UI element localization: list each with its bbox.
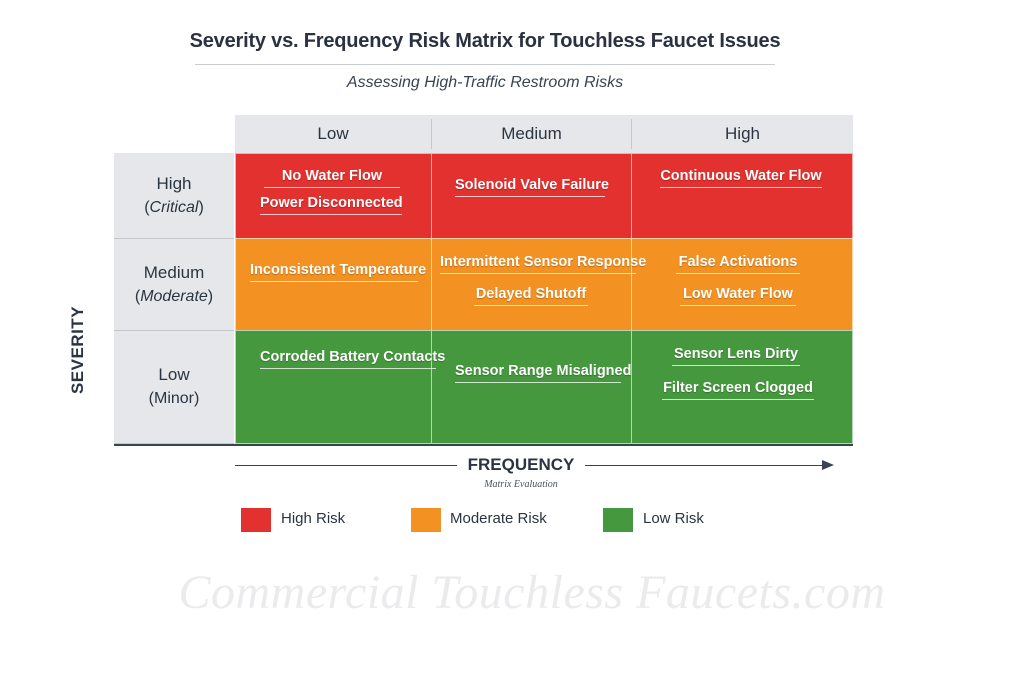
legend-label-low-risk: Low Risk — [643, 510, 704, 527]
legend-label-moderate-risk: Moderate Risk — [450, 510, 547, 527]
row-header-high: High (Critical) — [114, 153, 234, 239]
cell-medium-severity-medium-frequency — [431, 238, 632, 331]
row-header-label: Medium — [143, 262, 205, 282]
row-header-label: Low — [158, 365, 190, 384]
frequency-axis-label: FREQUENCY — [467, 455, 575, 474]
legend-swatch-high-risk — [241, 508, 271, 532]
issue-label: Delayed Shutoff — [474, 286, 588, 306]
legend-swatch-moderate-risk — [411, 508, 441, 532]
issue-label: Continuous Water Flow — [660, 168, 822, 188]
row-header-sublabel: (Moderate) — [134, 287, 214, 305]
legend-label-high-risk: High Risk — [281, 510, 346, 527]
issue-label: Sensor Range Misaligned — [455, 363, 631, 383]
cell-low-severity-low-frequency — [235, 330, 432, 444]
column-separator — [431, 119, 432, 149]
issue-label: Power Disconnected — [260, 195, 403, 215]
issue-label: Solenoid Valve Failure — [455, 177, 609, 197]
column-header-high: High — [725, 124, 760, 143]
column-separator — [631, 119, 632, 149]
legend-swatch-low-risk — [603, 508, 633, 532]
column-header-medium: Medium — [501, 124, 562, 143]
frequency-axis-line — [235, 465, 457, 466]
issue-label: Filter Screen Clogged — [662, 380, 814, 400]
column-header-bar — [235, 115, 853, 153]
watermark: Commercial Touchless Faucets.com — [178, 566, 886, 619]
issue-label: False Activations — [676, 254, 800, 274]
column-header-low: Low — [317, 124, 349, 143]
row-header-low: Low (Minor) — [114, 331, 234, 444]
cell-high-severity-high-frequency — [631, 153, 853, 239]
issue-label: Intermittent Sensor Response — [440, 254, 646, 274]
issue-label: Sensor Lens Dirty — [672, 346, 800, 366]
matrix-baseline — [114, 444, 853, 446]
frequency-axis-sublabel: Matrix Evaluation — [484, 479, 558, 490]
cell-low-severity-medium-frequency — [431, 330, 632, 444]
title-divider — [195, 64, 775, 65]
row-header-sublabel: (Minor) — [148, 390, 200, 407]
issue-label: Inconsistent Temperature — [250, 262, 426, 282]
frequency-axis-line — [585, 465, 825, 466]
issue-label: No Water Flow — [264, 168, 400, 188]
cell-medium-severity-high-frequency — [631, 238, 853, 331]
cell-medium-severity-low-frequency — [235, 238, 432, 331]
row-header-sublabel: (Critical) — [144, 198, 204, 216]
arrow-right-icon — [822, 460, 834, 470]
issue-label: Low Water Flow — [680, 286, 796, 306]
chart-subtitle: Assessing High-Traffic Restroom Risks — [346, 74, 624, 91]
severity-axis-label: SEVERITY — [68, 305, 87, 395]
issue-label: Corroded Battery Contacts — [260, 349, 445, 369]
chart-title: Severity vs. Frequency Risk Matrix for T… — [189, 30, 781, 52]
row-header-label: High — [156, 173, 192, 193]
row-header-medium: Medium (Moderate) — [114, 239, 234, 331]
